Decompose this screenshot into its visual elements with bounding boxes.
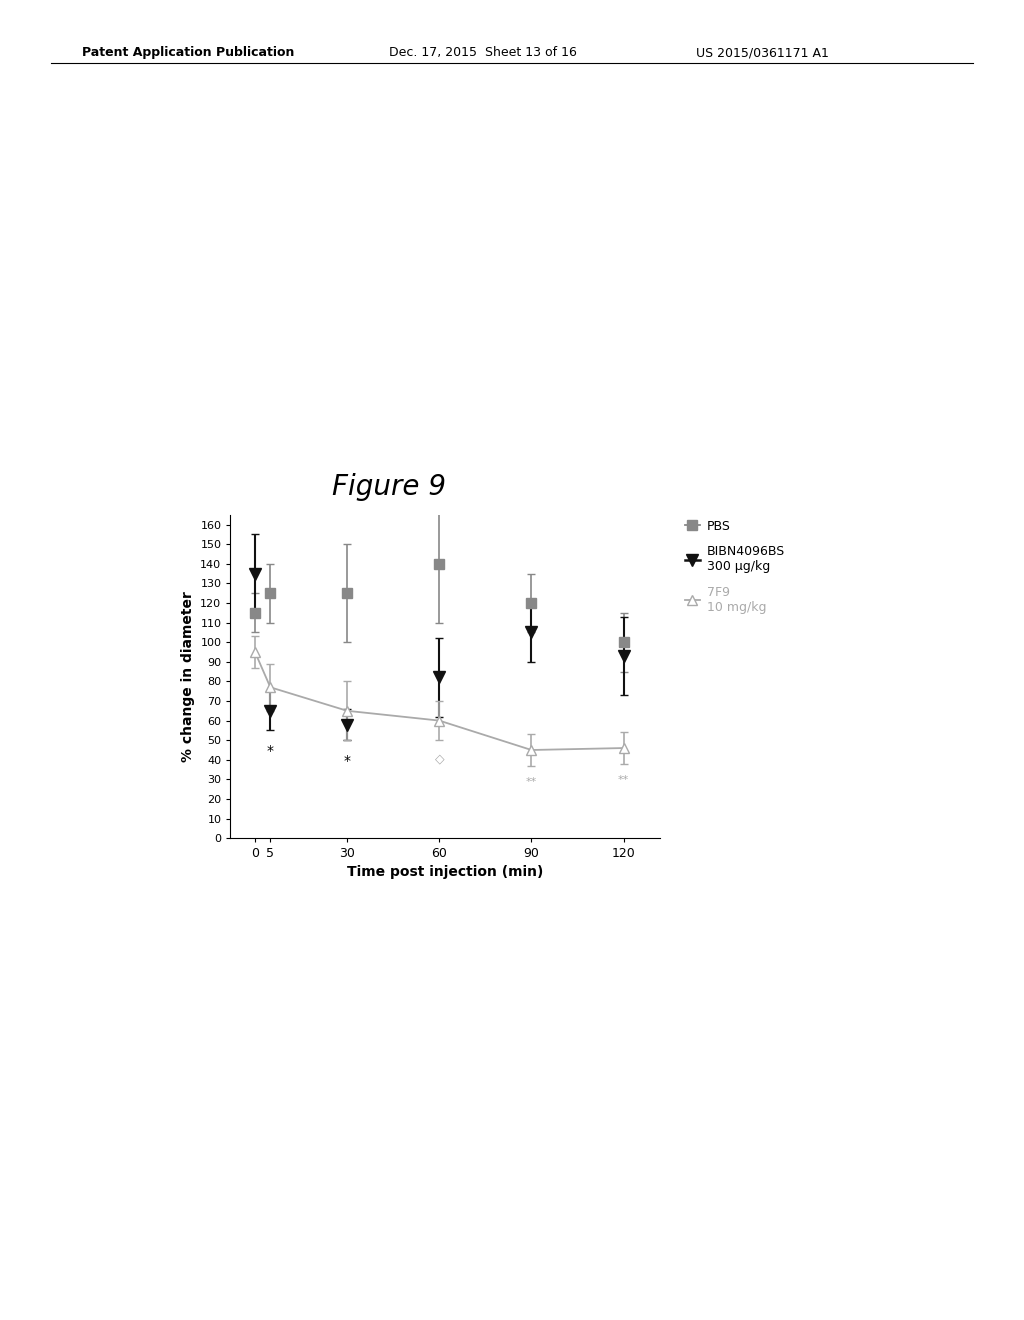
Text: US 2015/0361171 A1: US 2015/0361171 A1 <box>696 46 829 59</box>
X-axis label: Time post injection (min): Time post injection (min) <box>347 865 544 879</box>
Text: **: ** <box>526 777 537 788</box>
Text: **: ** <box>618 775 629 785</box>
Text: *: * <box>344 754 350 768</box>
Legend: PBS, BIBN4096BS
300 μg/kg, 7F9
10 mg/kg: PBS, BIBN4096BS 300 μg/kg, 7F9 10 mg/kg <box>680 515 791 619</box>
Y-axis label: % change in diameter: % change in diameter <box>180 591 195 762</box>
Text: Dec. 17, 2015  Sheet 13 of 16: Dec. 17, 2015 Sheet 13 of 16 <box>389 46 577 59</box>
Text: ◇: ◇ <box>434 752 444 766</box>
Text: *: * <box>267 744 273 758</box>
Text: Figure 9: Figure 9 <box>332 473 446 502</box>
Text: Patent Application Publication: Patent Application Publication <box>82 46 294 59</box>
